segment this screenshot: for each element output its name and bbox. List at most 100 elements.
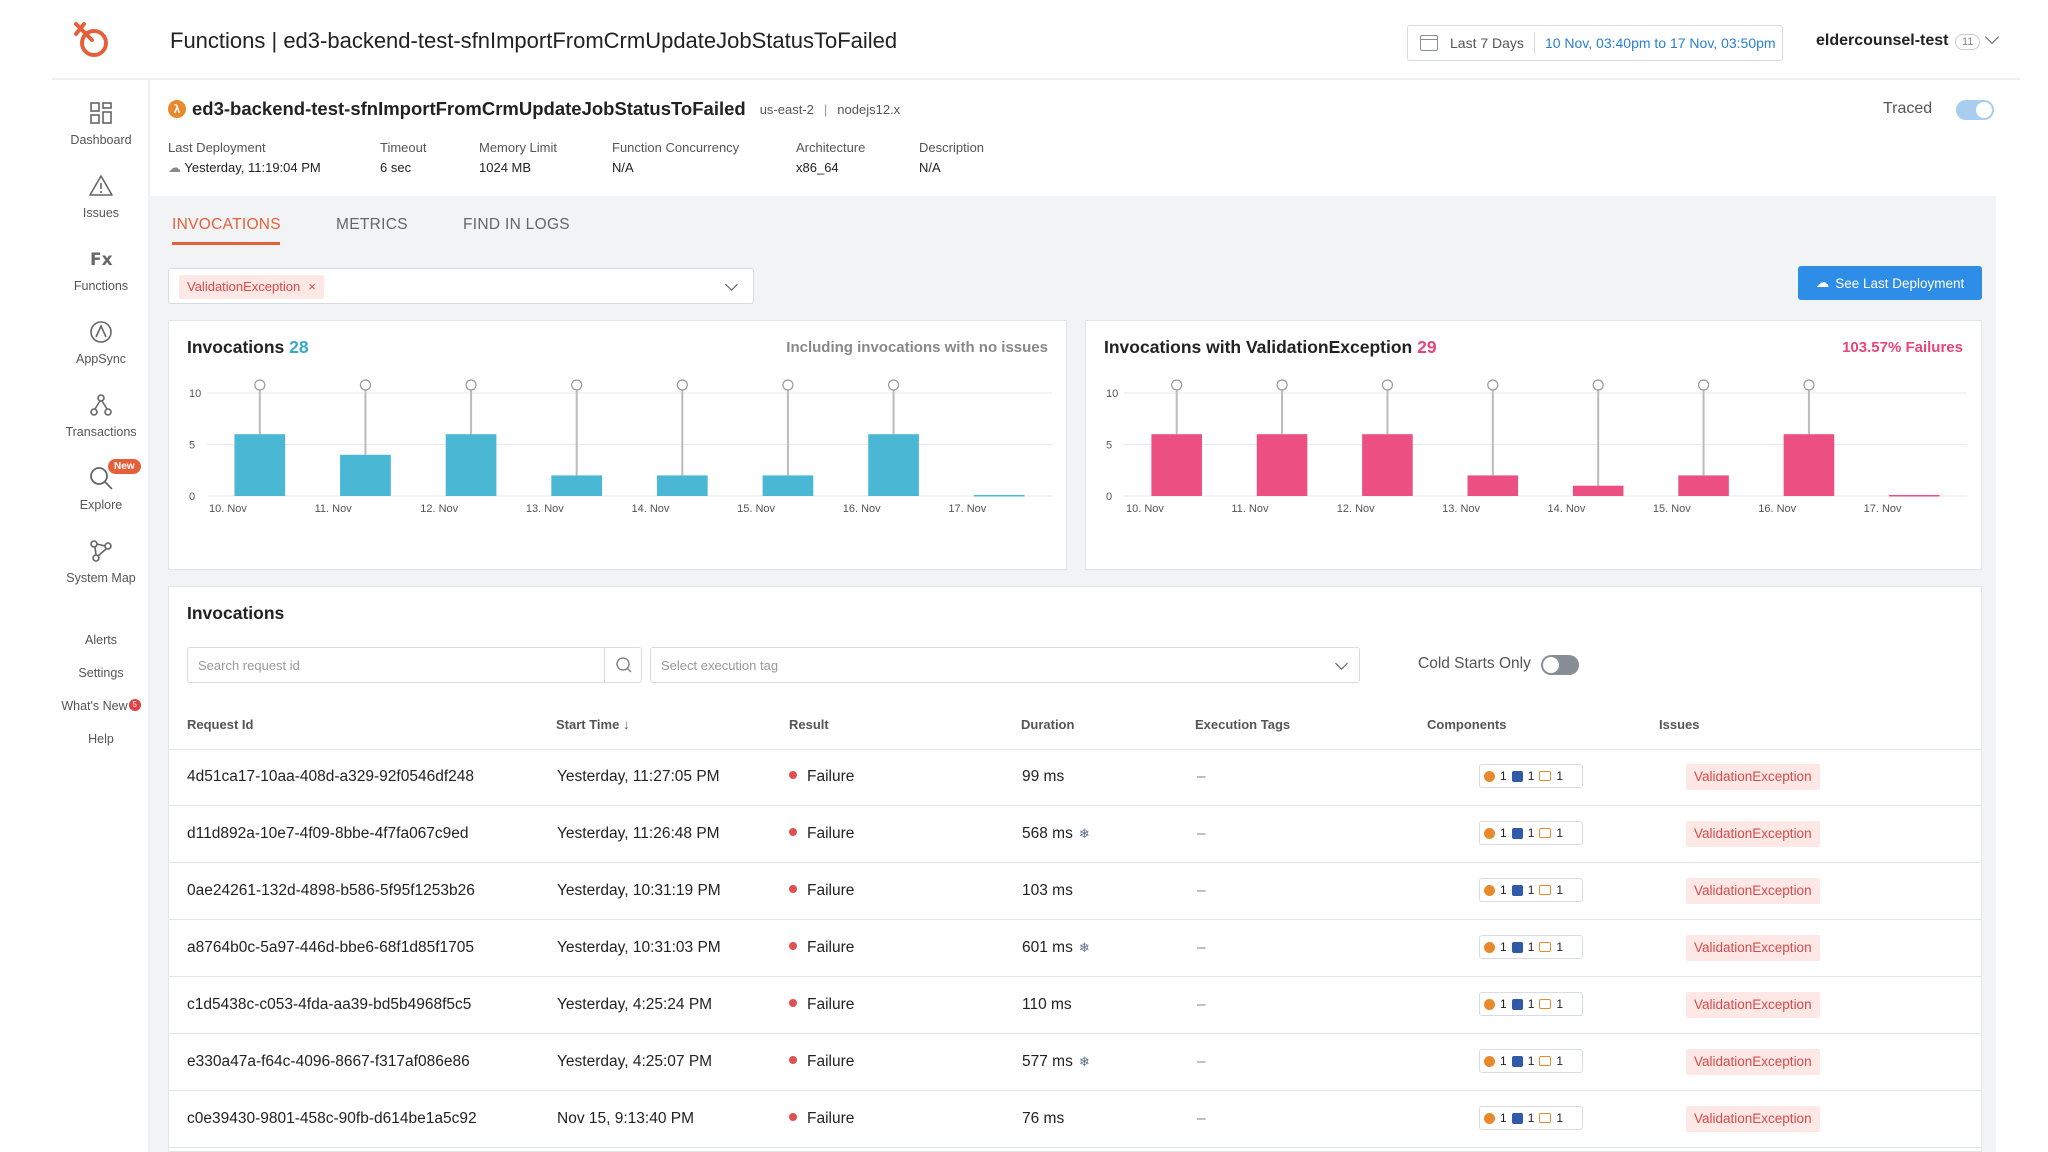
search-button[interactable]: [604, 648, 642, 682]
components-summary[interactable]: 1 1 1: [1479, 935, 1583, 959]
sidebar-item-transactions[interactable]: Transactions: [52, 392, 150, 439]
see-last-deployment-button[interactable]: ☁ See Last Deployment: [1798, 266, 1982, 300]
queue-count: 1: [1556, 769, 1564, 783]
sidebar-item-label: Issues: [82, 206, 120, 220]
date-range-text: 10 Nov, 03:40pm to 17 Nov, 03:50pm: [1544, 35, 1776, 51]
table-row[interactable]: c1d5438c-c053-4fda-aa39-bd5b4968f5c5 Yest…: [169, 978, 1981, 1034]
sidebar: Dashboard Issues Fx Functions AppSync: [52, 80, 150, 1152]
x-tick-label: 16. Nov: [843, 503, 881, 515]
chart-count: 28: [289, 337, 309, 357]
sidebar-item-issues[interactable]: Issues: [52, 173, 150, 220]
database-count: 1: [1527, 940, 1535, 954]
components-summary[interactable]: 1 1 1: [1479, 1049, 1583, 1073]
meta-value: N/A: [919, 160, 941, 175]
whats-new-link[interactable]: What's New 5: [52, 699, 150, 713]
table-row[interactable]: a8764b0c-5a97-446d-bbe6-68f1d85f1705 Yest…: [169, 921, 1981, 977]
alerts-link[interactable]: Alerts: [85, 633, 117, 647]
chevron-down-icon[interactable]: [1984, 29, 2000, 45]
search-request-input[interactable]: Search request id: [187, 647, 642, 683]
database-count: 1: [1527, 1111, 1535, 1125]
column-header-start-time[interactable]: Start Time ↓: [556, 717, 630, 732]
sidebar-item-label: Dashboard: [70, 133, 132, 147]
tab-bar: INVOCATIONS METRICS FIND IN LOGS: [150, 196, 1996, 248]
components-summary[interactable]: 1 1 1: [1479, 992, 1583, 1016]
meta-key: Timeout: [380, 140, 427, 155]
components-summary[interactable]: 1 1 1: [1479, 878, 1583, 902]
traced-toggle[interactable]: [1956, 100, 1994, 120]
issue-badge[interactable]: ValidationException: [1686, 878, 1820, 904]
column-header-execution-tags[interactable]: Execution Tags: [1195, 717, 1291, 732]
x-tick-label: 12. Nov: [1337, 503, 1375, 515]
sidebar-item-system-map[interactable]: System Map: [52, 538, 150, 585]
cold-starts-toggle[interactable]: [1541, 655, 1579, 675]
execution-tag-select[interactable]: Select execution tag: [650, 647, 1360, 683]
filter-chip: ValidationException ×: [179, 275, 324, 299]
sidebar-item-explore[interactable]: New Explore: [52, 459, 150, 512]
result: Failure: [789, 882, 854, 900]
issue-badge[interactable]: ValidationException: [1686, 992, 1820, 1018]
close-icon[interactable]: ×: [308, 279, 316, 294]
lumigo-logo-icon[interactable]: [70, 18, 114, 62]
table-row[interactable]: 0ae24261-132d-4898-b586-5f95f1253b26 Yest…: [169, 864, 1981, 920]
request-id[interactable]: a8764b0c-5a97-446d-bbe6-68f1d85f1705: [187, 939, 474, 956]
result: Failure: [789, 768, 854, 786]
request-id[interactable]: 4d51ca17-10aa-408d-a329-92f0546df248: [187, 768, 474, 785]
request-id[interactable]: e330a47a-f64c-4096-8667-f317af086e86: [187, 1053, 470, 1070]
request-id[interactable]: c0e39430-9801-458c-90fb-d614be1a5c92: [187, 1110, 477, 1127]
column-header-request-id[interactable]: Request Id: [187, 717, 254, 732]
exception-chart-card: Invocations with ValidationException 29 …: [1085, 320, 1982, 570]
sidebar-item-dashboard[interactable]: Dashboard: [52, 100, 150, 147]
date-range-picker[interactable]: Last 7 Days 10 Nov, 03:40pm to 17 Nov, 0…: [1407, 25, 1783, 61]
result: Failure: [789, 825, 854, 843]
database-icon: [1511, 827, 1523, 839]
components-summary[interactable]: 1 1 1: [1479, 1106, 1583, 1130]
deployment-marker-icon: [782, 379, 794, 391]
table-row[interactable]: e330a47a-f64c-4096-8667-f317af086e86 Yest…: [169, 1035, 1981, 1091]
duration-text: 601 ms: [1022, 939, 1073, 956]
x-tick-label: 16. Nov: [1758, 503, 1796, 515]
database-count: 1: [1527, 769, 1535, 783]
issue-badge[interactable]: ValidationException: [1686, 1049, 1820, 1075]
invocations-chart-card: Invocations 28 Including invocations wit…: [168, 320, 1067, 570]
chart-title-text: Invocations with ValidationException: [1104, 337, 1413, 357]
request-id[interactable]: d11d892a-10e7-4f09-8bbe-4f7fa067c9ed: [187, 825, 469, 842]
components-summary[interactable]: 1 1 1: [1479, 821, 1583, 845]
bar: [1783, 434, 1835, 496]
column-header-issues[interactable]: Issues: [1659, 717, 1700, 732]
components-summary[interactable]: 1 1 1: [1479, 764, 1583, 788]
execution-tags: –: [1197, 1110, 1206, 1127]
column-header-duration[interactable]: Duration: [1021, 717, 1075, 732]
account-name[interactable]: eldercounsel-test: [1816, 32, 1949, 49]
tab-invocations[interactable]: INVOCATIONS: [172, 216, 281, 233]
duration-text: 568 ms: [1022, 825, 1073, 842]
issue-badge[interactable]: ValidationException: [1686, 764, 1820, 790]
function-name: ed3-backend-test-sfnImportFromCrmUpdateJ…: [192, 98, 746, 119]
bar: [234, 434, 286, 496]
column-header-components[interactable]: Components: [1427, 717, 1507, 732]
tab-find-in-logs[interactable]: FIND IN LOGS: [463, 216, 570, 233]
column-header-result[interactable]: Result: [789, 717, 829, 732]
execution-tags: –: [1197, 939, 1206, 956]
chevron-down-icon: [1335, 657, 1348, 670]
table-row[interactable]: c0e39430-9801-458c-90fb-d614be1a5c92 Nov …: [169, 1092, 1981, 1148]
issue-filter-select[interactable]: ValidationException ×: [168, 268, 754, 304]
issue-badge[interactable]: ValidationException: [1686, 821, 1820, 847]
sidebar-item-appsync[interactable]: AppSync: [52, 319, 150, 366]
issue-badge[interactable]: ValidationException: [1686, 1106, 1820, 1132]
failure-dot: [789, 1056, 797, 1064]
meta-value: 1024 MB: [479, 160, 532, 175]
issue-badge[interactable]: ValidationException: [1686, 935, 1820, 961]
bar: [1678, 475, 1729, 496]
help-link[interactable]: Help: [88, 732, 114, 746]
database-icon: [1511, 770, 1523, 782]
request-id[interactable]: 0ae24261-132d-4898-b586-5f95f1253b26: [187, 882, 475, 899]
table-row[interactable]: 4d51ca17-10aa-408d-a329-92f0546df248 Yest…: [169, 750, 1981, 806]
table-row[interactable]: d11d892a-10e7-4f09-8bbe-4f7fa067c9ed Yest…: [169, 807, 1981, 863]
meta-value-text: Yesterday, 11:19:04 PM: [184, 160, 321, 175]
tab-metrics[interactable]: METRICS: [336, 216, 408, 233]
request-id[interactable]: c1d5438c-c053-4fda-aa39-bd5b4968f5c5: [187, 996, 472, 1013]
result: Failure: [789, 1110, 854, 1128]
sidebar-item-functions[interactable]: Fx Functions: [52, 246, 150, 293]
settings-link[interactable]: Settings: [78, 666, 124, 680]
